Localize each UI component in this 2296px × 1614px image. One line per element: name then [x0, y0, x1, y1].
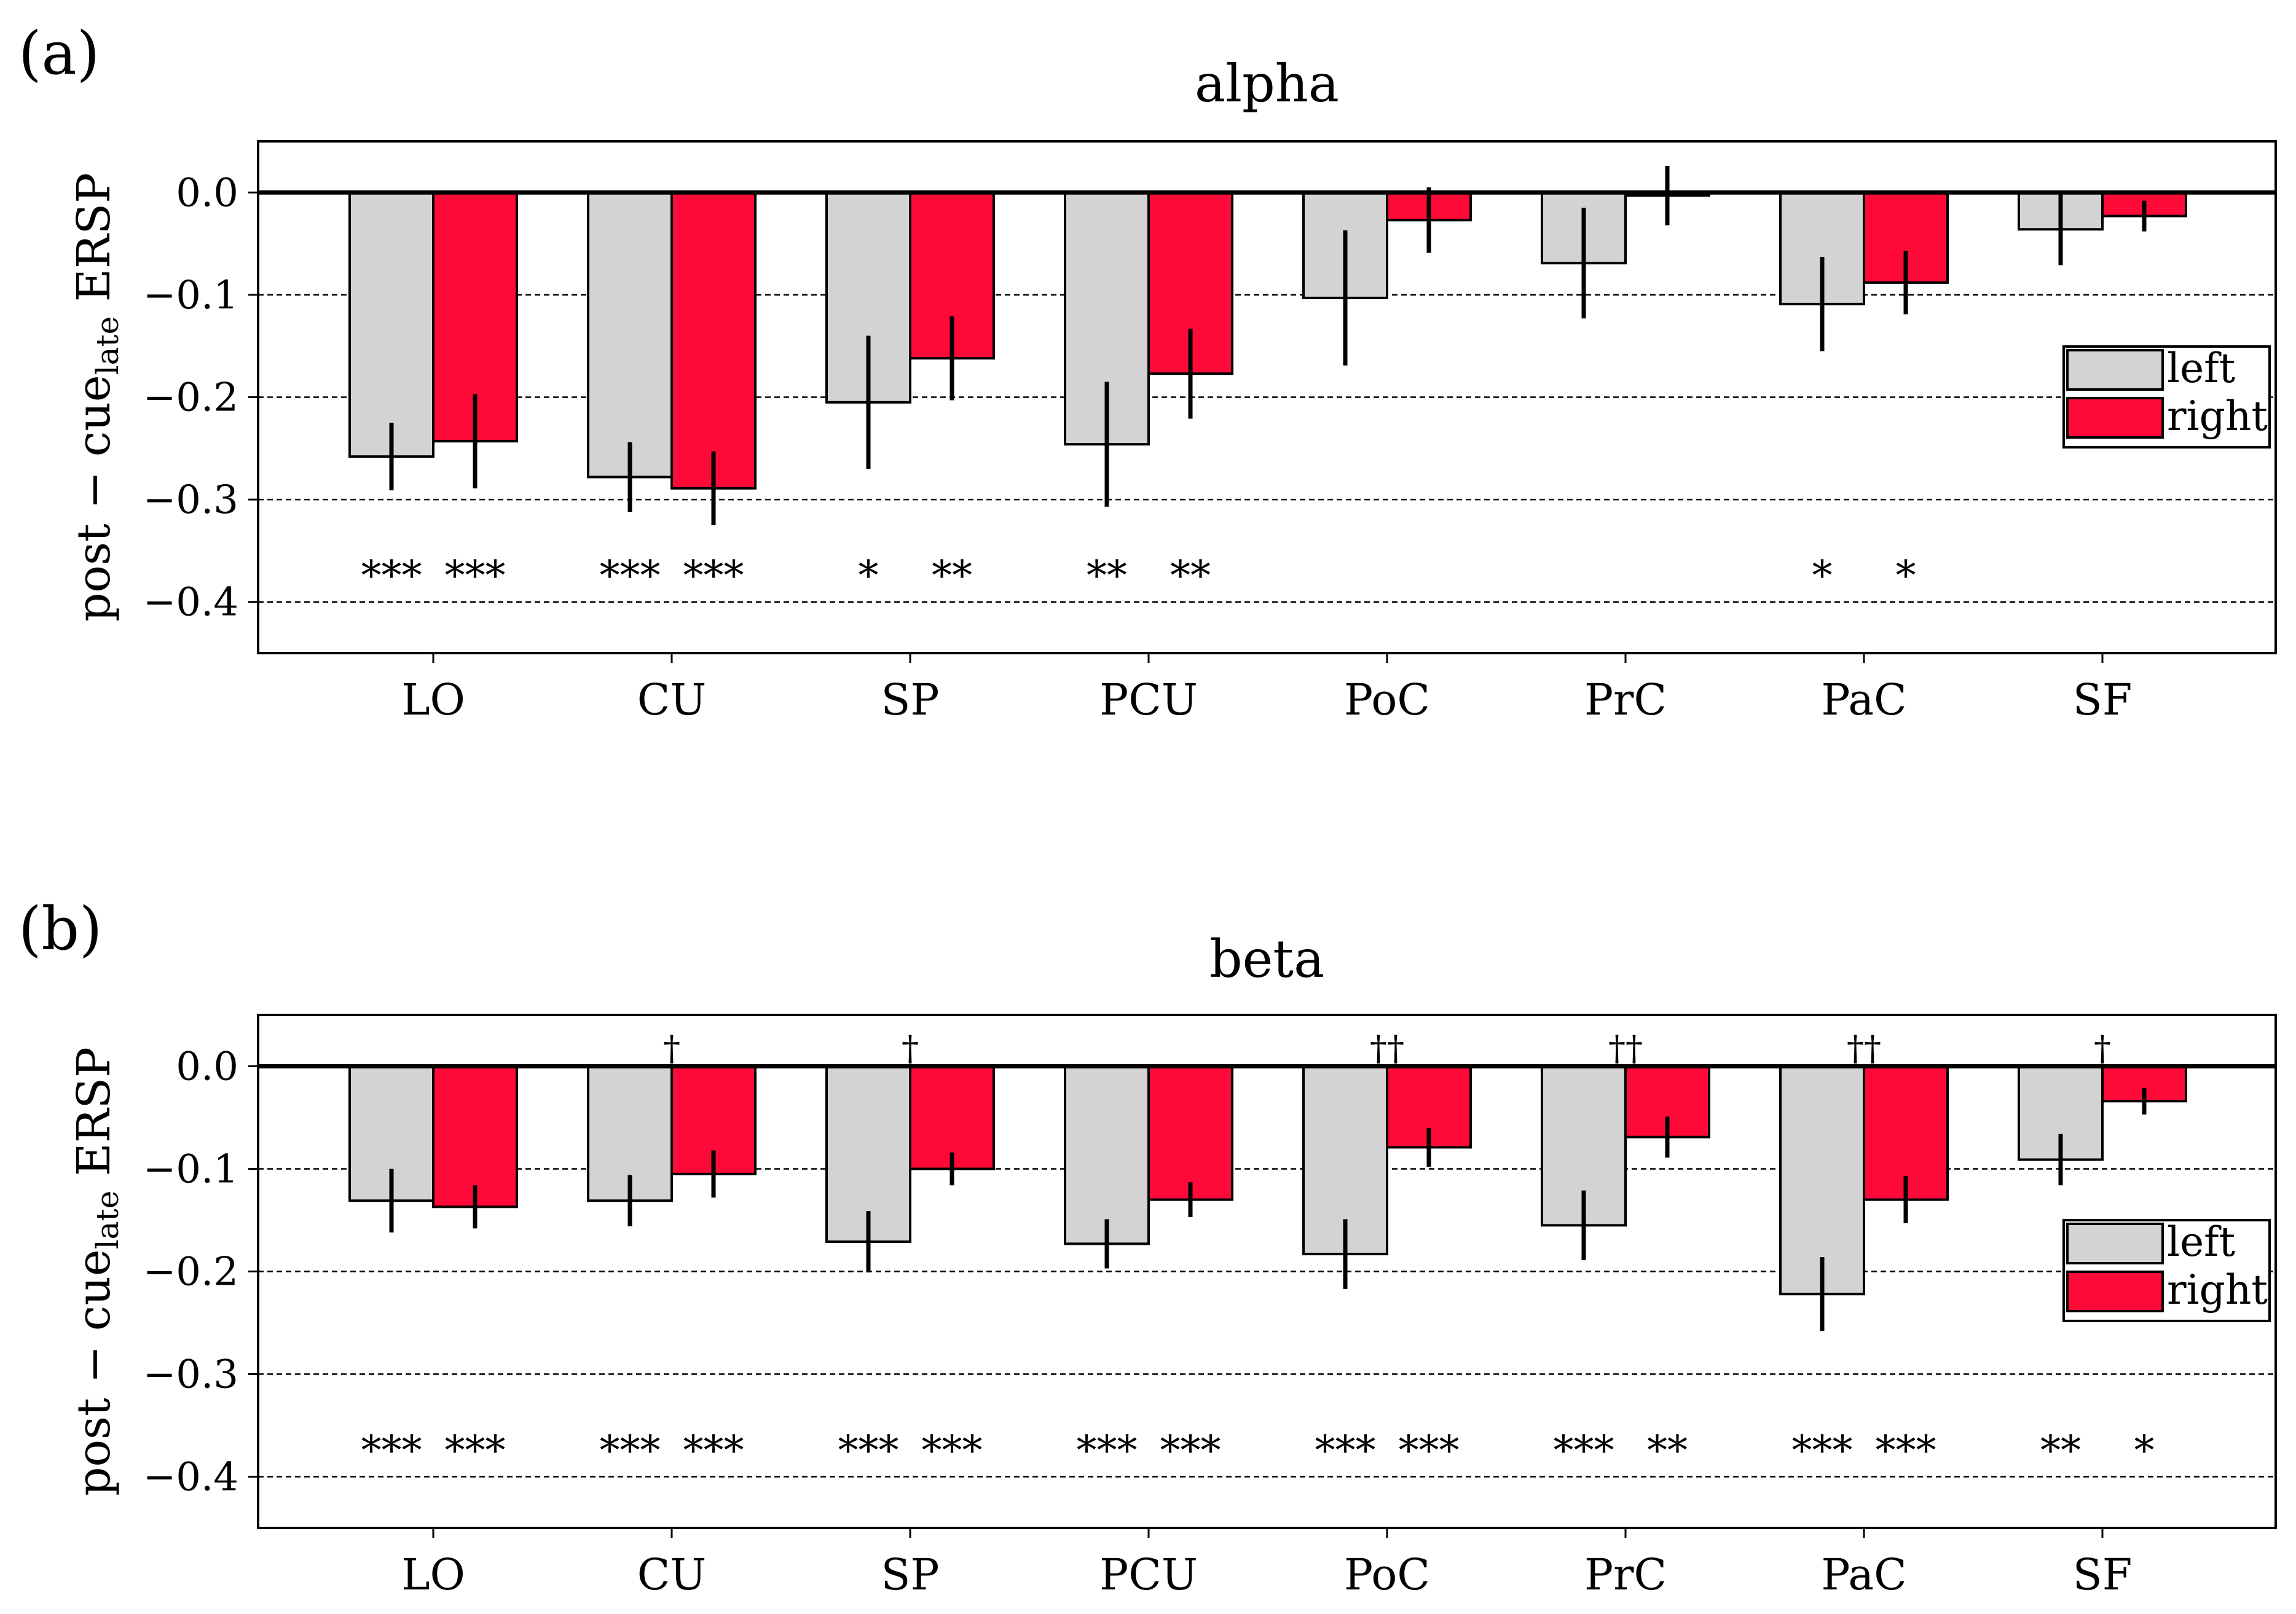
significance-stars: **: [2040, 1427, 2081, 1474]
significance-stars: ***: [683, 1427, 744, 1474]
bar-left-PCU: [1064, 1065, 1150, 1245]
legend-label-left: left: [2167, 345, 2235, 392]
legend-swatch-left: [2066, 1223, 2164, 1264]
dagger-mark: †: [663, 1029, 680, 1069]
significance-stars: ***: [1077, 1427, 1138, 1474]
dagger-mark: ††: [1847, 1029, 1881, 1069]
significance-stars: ***: [1876, 1427, 1936, 1474]
x-tick-label: PoC: [1344, 1549, 1430, 1600]
bar-right-PCU: [1147, 1065, 1233, 1201]
significance-stars: ***: [1160, 1427, 1221, 1474]
chart-title: beta: [1209, 929, 1324, 989]
y-tick-label: 0.0: [176, 170, 238, 216]
dagger-mark: ††: [1608, 1029, 1643, 1069]
panel-label-b: (b): [18, 895, 102, 963]
bar-left-CU: [587, 191, 673, 479]
significance-stars: ***: [922, 1427, 983, 1474]
alpha-chart: alpha post − cuelate ERSP 0.0 −0.1 −0.2 −0.3 −…: [68, 53, 2277, 725]
axes-frame: [257, 140, 2277, 654]
significance-stars: *: [859, 552, 879, 600]
significance-stars: **: [1647, 1427, 1688, 1474]
significance-stars: ***: [838, 1427, 899, 1474]
significance-stars: ***: [1792, 1427, 1853, 1474]
significance-stars: ***: [445, 1427, 506, 1474]
significance-stars: *: [1812, 552, 1833, 600]
x-tick-label: PaC: [1821, 1549, 1906, 1600]
chart-title: alpha: [1195, 53, 1339, 114]
x-tick-label: PrC: [1584, 675, 1667, 725]
x-tick-label: CU: [637, 1549, 707, 1600]
y-tick-label: −0.3: [143, 1352, 238, 1398]
x-tick-label: LO: [401, 675, 465, 725]
significance-stars: **: [932, 552, 972, 600]
legend-label-right: right: [2167, 393, 2268, 440]
bar-right-CU: [670, 191, 757, 490]
y-tick-label: −0.2: [143, 1250, 238, 1295]
significance-stars: *: [1896, 552, 1916, 600]
significance-stars: ***: [600, 552, 661, 600]
x-tick-label: PCU: [1099, 1549, 1198, 1600]
legend-label-left: left: [2167, 1218, 2235, 1266]
y-tick-label: −0.1: [143, 273, 238, 318]
significance-stars: **: [1087, 552, 1127, 600]
significance-stars: ***: [600, 1427, 661, 1474]
y-tick-label: −0.3: [143, 477, 238, 523]
dagger-mark: †: [902, 1029, 919, 1069]
x-tick-label: PaC: [1821, 675, 1906, 725]
significance-stars: ***: [445, 552, 506, 600]
x-tick-label: SP: [881, 675, 939, 725]
significance-stars: ***: [1399, 1427, 1460, 1474]
x-tick-label: SP: [881, 1549, 939, 1600]
y-tick-label: −0.1: [143, 1147, 238, 1193]
x-tick-label: LO: [401, 1549, 465, 1600]
y-tick-label: −0.4: [143, 580, 238, 625]
beta-chart: beta post − cuelate ERSP 0.0 −0.1 −0.2 −0.3 −0…: [68, 929, 2277, 1600]
x-tick-label: SF: [2073, 675, 2133, 725]
y-tick-label: 0.0: [176, 1044, 238, 1090]
dagger-mark: ††: [1370, 1029, 1404, 1069]
significance-stars: **: [1170, 552, 1211, 600]
legend-swatch-right: [2066, 397, 2164, 439]
significance-stars: ***: [1554, 1427, 1614, 1474]
significance-stars: ***: [1315, 1427, 1376, 1474]
significance-stars: *: [2134, 1427, 2155, 1474]
significance-stars: ***: [683, 552, 744, 600]
significance-stars: ***: [361, 1427, 422, 1474]
x-tick-label: PoC: [1344, 675, 1430, 725]
dagger-mark: †: [2094, 1029, 2111, 1069]
axes-frame: [257, 1014, 2277, 1529]
bar-left-PaC: [1779, 1065, 1865, 1296]
x-tick-label: PCU: [1099, 675, 1198, 725]
x-tick-label: PrC: [1584, 1549, 1667, 1600]
significance-stars: ***: [361, 552, 422, 600]
bar-left-LO: [348, 191, 434, 458]
y-axis-label: post − cuelate ERSP: [68, 1047, 125, 1496]
x-tick-label: CU: [637, 675, 707, 725]
legend-swatch-right: [2066, 1271, 2164, 1312]
x-tick-label: SF: [2073, 1549, 2133, 1600]
legend-swatch-left: [2066, 349, 2164, 391]
panel-label-a: (a): [18, 19, 100, 88]
legend-label-right: right: [2167, 1266, 2268, 1314]
y-tick-label: −0.4: [143, 1455, 238, 1500]
bar-right-SP: [909, 1065, 995, 1170]
y-tick-label: −0.2: [143, 375, 238, 421]
y-axis-label: post − cuelate ERSP: [68, 173, 125, 622]
